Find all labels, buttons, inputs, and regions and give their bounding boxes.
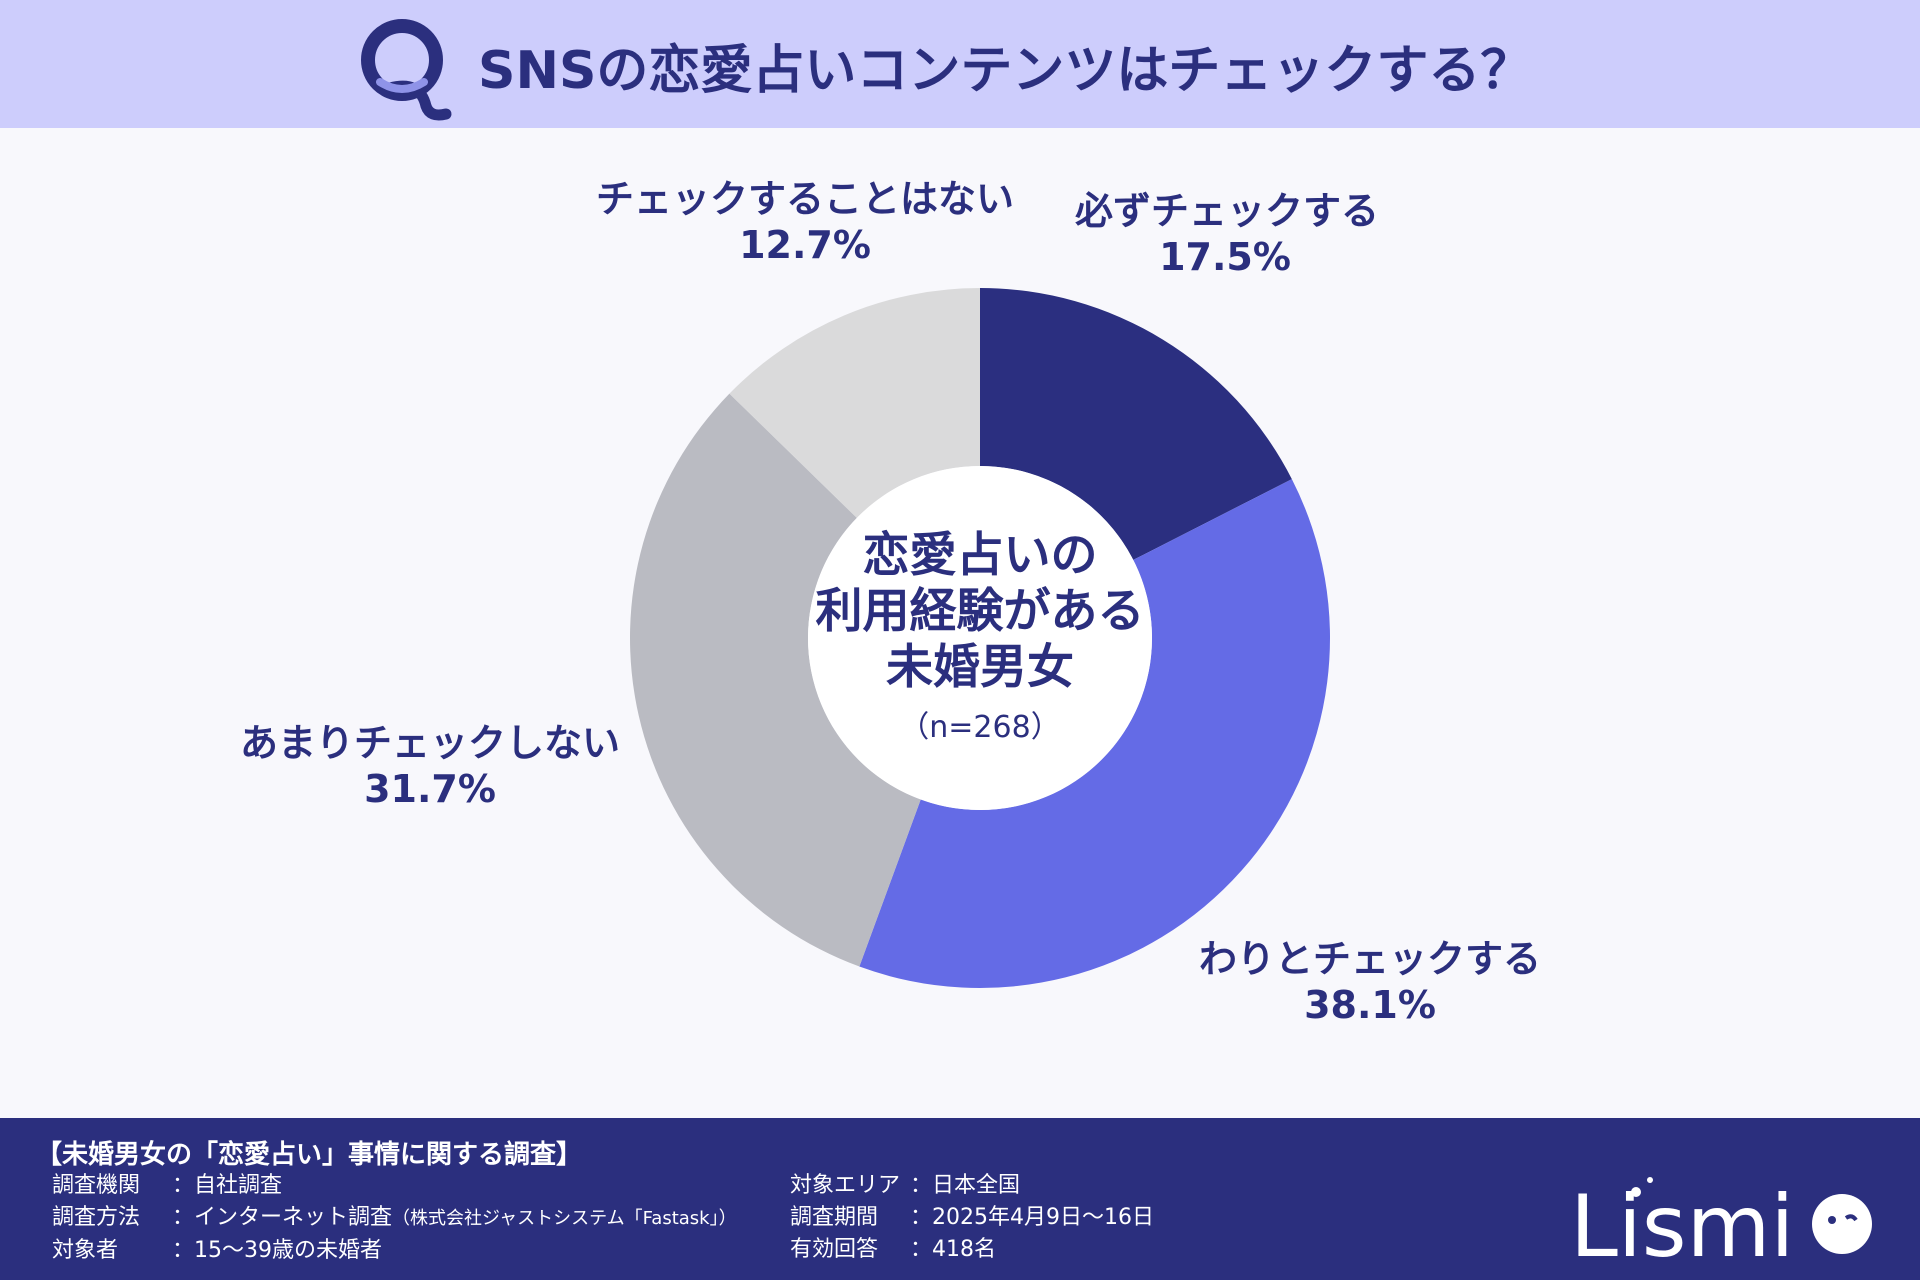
sparkle-icon [1631, 1187, 1641, 1197]
center-line-1: 恋愛占いの [862, 528, 1098, 583]
donut-chart: 恋愛占いの 利用経験がある 未婚男女 （n=268） 必ずチェックする 17.5… [0, 128, 1920, 1118]
info-value: 2025年4月9日～16日 [932, 1205, 1154, 1230]
slice-always [980, 288, 1292, 560]
info-row: 有効回答 ：418名 [790, 1234, 1154, 1266]
info-value: 日本全国 [932, 1173, 1021, 1198]
info-value: 418名 [932, 1237, 997, 1262]
slice-category: あまりチェックしない [239, 721, 620, 765]
donut-svg [630, 288, 1330, 988]
slice-label-fairly-often: わりとチェックする 38.1% [1195, 936, 1545, 1028]
info-key: 対象エリア [790, 1173, 901, 1198]
info-sep: ： [172, 1205, 195, 1230]
info-key: 対象者 [52, 1238, 119, 1263]
slice-rarely [630, 393, 921, 967]
info-sep: ： [910, 1237, 933, 1262]
brand-logo: Lismi [1570, 1177, 1872, 1268]
info-row: 対象エリア ：日本全国 [790, 1170, 1154, 1202]
donut-hole [808, 466, 1152, 810]
info-key: 調査機関 [52, 1173, 141, 1198]
info-sep: ： [172, 1238, 195, 1263]
info-row: 調査期間 ：2025年4月9日～16日 [790, 1202, 1154, 1234]
slice-value: 38.1% [1304, 983, 1436, 1027]
info-key: 調査期間 [790, 1205, 879, 1230]
info-row: 調査方法 ：インターネット調査（株式会社ジャストシステム「Fastask」） [52, 1202, 737, 1235]
info-sep: ： [910, 1173, 933, 1198]
header-banner: SNSの恋愛占いコンテンツはチェックする？ [0, 0, 1920, 128]
slice-value: 12.7% [739, 223, 871, 267]
slice-value: 17.5% [1159, 235, 1291, 279]
donut-center-text: 恋愛占いの 利用経験がある 未婚男女 （n=268） [780, 528, 1180, 746]
survey-info-right: 対象エリア ：日本全国 調査期間 ：2025年4月9日～16日 有効回答 ：418名 [790, 1170, 1154, 1266]
info-sep: ： [910, 1205, 933, 1230]
info-key: 調査方法 [52, 1205, 141, 1230]
survey-title: 【未婚男女の「恋愛占い」事情に関する調査】 [36, 1140, 583, 1170]
info-note: （株式会社ジャストシステム「Fastask」） [392, 1208, 737, 1229]
sample-size: （n=268） [899, 710, 1061, 745]
slice-fairly-often [859, 479, 1330, 988]
center-line-2: 利用経験がある [815, 584, 1145, 639]
slice-label-never: チェックすることはない 12.7% [585, 176, 1025, 268]
info-value: インターネット調査 [194, 1205, 393, 1230]
slice-value: 31.7% [364, 767, 496, 811]
info-key: 有効回答 [790, 1237, 879, 1262]
slice-category: チェックすることはない [595, 177, 1014, 221]
brand-name: Lismi [1570, 1177, 1794, 1268]
info-value: 15～39歳の未婚者 [194, 1238, 383, 1263]
slice-label-always: 必ずチェックする 17.5% [1075, 188, 1380, 280]
brand-mascot-icon [1812, 1194, 1872, 1254]
info-value: 自社調査 [194, 1173, 283, 1198]
slice-label-rarely: あまりチェックしない 31.7% [230, 720, 630, 812]
survey-info-left: 調査機関 ：自社調査 調査方法 ：インターネット調査（株式会社ジャストシステム「Fa… [52, 1170, 737, 1267]
info-sep: ： [172, 1173, 195, 1198]
center-line-3: 未婚男女 [886, 640, 1074, 695]
slice-category: わりとチェックする [1198, 937, 1541, 981]
info-row: 調査機関 ：自社調査 [52, 1170, 737, 1202]
slice-category: 必ずチェックする [1075, 189, 1380, 233]
info-row: 対象者 ：15～39歳の未婚者 [52, 1235, 737, 1267]
survey-info-footer: 【未婚男女の「恋愛占い」事情に関する調査】 調査機関 ：自社調査 調査方法 ：インタ… [0, 1118, 1920, 1280]
q-logo-icon [361, 19, 452, 121]
page-title: SNSの恋愛占いコンテンツはチェックする？ [478, 41, 1533, 101]
slice-never [729, 288, 980, 518]
